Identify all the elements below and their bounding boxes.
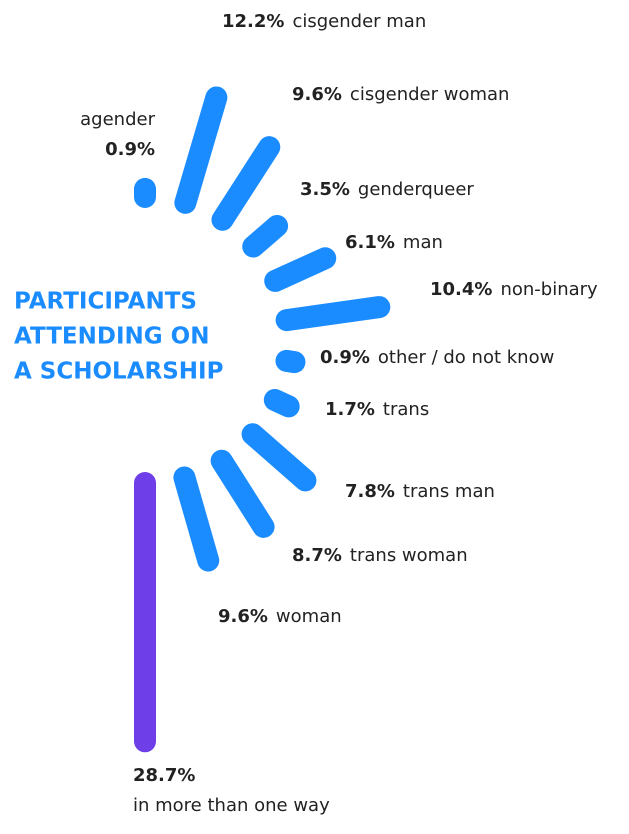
value-label: 6.1% [345,232,395,253]
bar-label: 9.6% cisgender woman [292,84,509,105]
value-label: 28.7% [133,765,195,786]
chart-title: A SCHOLARSHIP [14,359,223,385]
category-label: trans [383,399,429,420]
category-label: man [403,232,443,253]
value-label: 3.5% [300,179,350,200]
bar-label: 3.5% genderqueer [300,179,474,200]
bar [263,388,300,418]
category-label: non-binary [500,279,598,300]
bar [241,423,317,492]
value-label: 9.6% [218,606,268,627]
category-label: in more than one way [133,795,330,816]
bar [210,449,275,538]
bar-label: 7.8% trans man [345,481,495,502]
bar [275,349,306,374]
category-label: cisgender man [292,11,426,32]
value-label: 9.6% [292,84,342,105]
bar [211,136,281,231]
category-label: trans man [403,481,495,502]
category-label: trans woman [350,545,468,566]
bar [242,214,289,258]
bar-label: 1.7% trans [325,399,429,420]
category-label: genderqueer [358,179,474,200]
bar-label: 0.9% other / do not know [320,347,554,368]
bar [173,466,220,572]
bar [174,86,228,214]
category-label: other / do not know [378,347,554,368]
value-label: 7.8% [345,481,395,502]
category-label: woman [276,606,342,627]
chart-title: PARTICIPANTS [14,289,197,315]
category-label: agender [80,109,155,130]
chart-title: ATTENDING ON [14,324,209,350]
bar-label: 8.7% trans woman [292,545,468,566]
bar-label: 9.6% woman [218,606,342,627]
value-label: 0.9% [320,347,370,368]
bar [275,296,391,332]
category-label: cisgender woman [350,84,510,105]
value-label: 10.4% [430,279,492,300]
bar-label: 6.1% man [345,232,443,253]
value-label: 0.9% [105,139,155,160]
value-label: 1.7% [325,399,375,420]
value-label: 12.2% [222,11,284,32]
value-label: 8.7% [292,545,342,566]
bar [264,247,337,292]
bar-label: 12.2% cisgender man [222,11,426,32]
bar-label: 10.4% non-binary [430,279,598,300]
